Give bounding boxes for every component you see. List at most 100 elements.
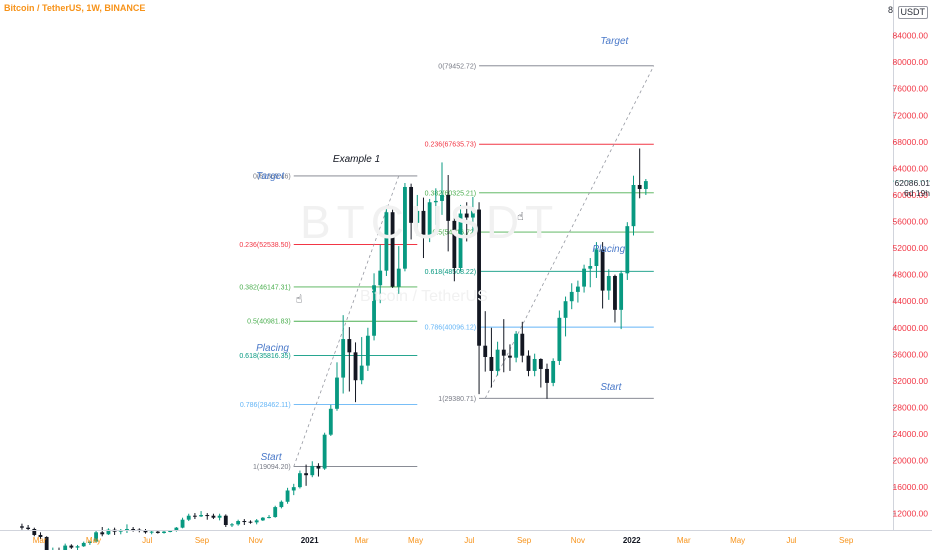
candle — [94, 530, 98, 543]
candle-body — [155, 531, 160, 533]
fib-level-label: 0.236(67635.73) — [425, 142, 476, 149]
candle-body — [440, 194, 444, 201]
candle-body — [538, 358, 543, 369]
fib-retracement-left[interactable]: 0(62869.46) 0.236(52538.50) 0.382(46147.31… — [239, 173, 418, 471]
fib-level-label: 0.618(35816.35) — [239, 353, 290, 360]
price-tick-label: 60000.00 — [893, 190, 929, 200]
candle — [532, 353, 537, 377]
time-tick-label: Sep — [517, 536, 532, 545]
candle-body — [396, 268, 401, 287]
candle — [365, 327, 370, 371]
candle — [310, 461, 315, 478]
price-tick-label: 84000.00 — [893, 31, 929, 41]
candle — [199, 511, 203, 518]
price-tick-label: 80000.00 — [893, 57, 929, 67]
candle — [125, 524, 129, 533]
annotation-placing[interactable]: Placing — [256, 343, 289, 355]
candle-body — [347, 339, 352, 353]
candle — [582, 264, 586, 293]
candle-body — [100, 532, 105, 535]
price-tick-label: 36000.00 — [893, 349, 929, 359]
annotation-start[interactable]: Start — [260, 452, 282, 464]
candle-body — [378, 270, 383, 286]
candle-body — [433, 200, 438, 203]
time-tick-label: 2022 — [623, 536, 641, 545]
candle — [508, 344, 512, 371]
fib-retracement-drawings[interactable]: 0(62869.46) 0.236(52538.50) 0.382(46147.31… — [239, 63, 655, 471]
price-tick-label: 12000.00 — [893, 509, 929, 519]
price-tick-label: 32000.00 — [893, 376, 929, 386]
candle — [415, 194, 420, 236]
price-tick-label: 64000.00 — [893, 163, 929, 173]
candle-body — [328, 408, 333, 435]
currency-label[interactable]: USDT — [897, 6, 928, 19]
fib-retracement-right[interactable]: 0(79452.72) 0.236(67635.73) 0.382(60325.21… — [425, 63, 655, 403]
candle — [58, 547, 60, 550]
candle-body — [501, 349, 506, 356]
candle-body — [551, 360, 556, 383]
candle-body — [38, 534, 43, 537]
price-tick-label: 24000.00 — [893, 429, 929, 439]
candle — [260, 517, 265, 522]
candle-body — [613, 275, 617, 310]
candle-body — [582, 268, 586, 287]
chart-title: Bitcoin / TetherUS, 1W, BINANCE — [4, 3, 146, 13]
candle — [304, 464, 309, 486]
hand-pointer-icon: ☝ — [517, 211, 524, 223]
candle-body — [285, 490, 290, 502]
hand-pointer-icon: ☝ — [296, 294, 303, 306]
time-tick-label: May — [408, 536, 423, 545]
annotation-start[interactable]: Start — [600, 382, 622, 394]
candle-body — [205, 515, 210, 517]
currency-selector[interactable]: 8 USDT — [888, 2, 932, 19]
time-tick-label: Nov — [249, 536, 263, 545]
candle-body — [470, 209, 475, 218]
candle-body — [594, 249, 599, 267]
candle-body — [310, 465, 315, 476]
candle-body — [359, 365, 364, 381]
candle — [409, 183, 414, 240]
annotation-target[interactable]: Target — [256, 171, 285, 183]
candle-body — [236, 521, 241, 525]
candle — [483, 311, 488, 372]
candle — [613, 274, 617, 323]
current-price-tag: 62086.01 6d 19h — [895, 178, 930, 198]
candle — [563, 296, 568, 337]
candle-body — [606, 275, 611, 291]
candle-body — [223, 515, 228, 526]
candle-body — [409, 186, 414, 223]
candle — [470, 196, 475, 236]
candle — [341, 315, 346, 394]
candle — [75, 544, 80, 550]
time-tick-label: Jul — [142, 536, 152, 545]
annotation-placing[interactable]: Placing — [592, 244, 626, 256]
candle — [279, 500, 284, 509]
candle-body — [81, 542, 86, 547]
annotation-example-1[interactable]: Example 1 — [332, 153, 381, 165]
candle — [180, 517, 185, 529]
candle — [588, 258, 593, 288]
candle — [631, 175, 636, 236]
candle-body — [452, 220, 457, 268]
candle-body — [588, 266, 593, 269]
candle — [347, 327, 352, 392]
candle-body — [304, 473, 309, 476]
annotation-target[interactable]: Target — [600, 35, 629, 47]
candle-body — [26, 527, 31, 529]
candle-body — [242, 521, 247, 523]
candle-body — [458, 213, 463, 268]
price-axis[interactable]: 12000.00 16000.00 20000.00 24000.00 28000.00… — [893, 0, 932, 530]
candle — [372, 273, 376, 341]
candle — [440, 162, 444, 215]
candle — [569, 283, 574, 310]
time-tick-label: Jul — [786, 536, 796, 545]
candle — [118, 528, 123, 535]
candle — [69, 544, 74, 549]
candle-body — [625, 226, 630, 274]
fib-trend-line[interactable] — [484, 65, 655, 399]
candle — [291, 483, 296, 496]
fib-level-label: 1(29380.71) — [438, 396, 476, 403]
price-tick-label: 56000.00 — [893, 217, 929, 227]
time-axis[interactable]: Mar May Jul Sep Nov 2021 Mar May Jul Sep Nov 2022 Ma… — [0, 530, 932, 546]
